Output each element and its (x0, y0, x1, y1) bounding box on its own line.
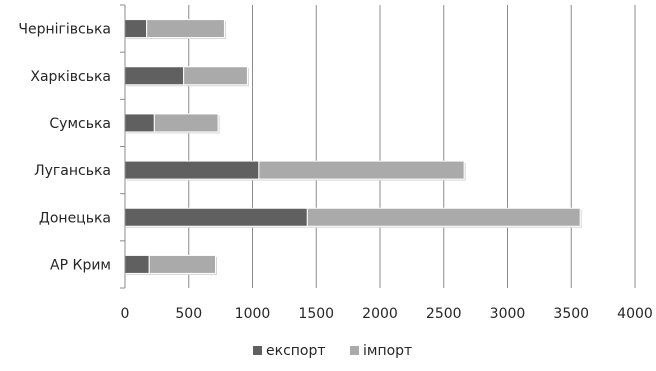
x-tick-label: 4000 (617, 306, 653, 322)
legend-label-імпорт: імпорт (363, 343, 412, 359)
bar-імпорт-1 (183, 66, 248, 86)
bar-імпорт-2 (153, 113, 219, 133)
bar-експорт-3 (124, 160, 260, 180)
category-label: Сумська (49, 116, 111, 132)
category-label: Луганська (34, 163, 111, 179)
x-tick-label: 3500 (553, 306, 589, 322)
x-tick-label: 500 (175, 306, 202, 322)
x-tick-label: 2500 (426, 306, 462, 322)
y-axis (120, 4, 126, 289)
bar-експорт-4 (124, 207, 308, 227)
bar-імпорт-4 (306, 207, 581, 227)
bar-експорт-2 (124, 113, 155, 133)
bar-експорт-5 (124, 254, 150, 274)
x-tick-labels: 0 500 1000 1500 2000 2500 3000 3500 4000 (121, 306, 653, 322)
bar-імпорт-5 (148, 254, 217, 274)
x-tick-label: 0 (121, 306, 130, 322)
bars (124, 19, 582, 275)
grid-lines (188, 5, 636, 288)
category-label: АР Крим (50, 257, 111, 273)
legend-swatch-імпорт (350, 346, 359, 355)
x-tick-label: 3000 (490, 306, 526, 322)
bar-експорт-1 (124, 66, 185, 86)
bar-експорт-0 (124, 19, 148, 39)
category-label: Чернігівська (18, 22, 111, 38)
x-tick-label: 1500 (298, 306, 334, 322)
bar-імпорт-3 (258, 160, 465, 180)
legend-label-експорт: експорт (266, 343, 326, 359)
legend: експорт імпорт (253, 343, 412, 359)
legend-swatch-експорт (253, 346, 262, 355)
x-tick-label: 2000 (362, 306, 398, 322)
x-tick-label: 1000 (235, 306, 271, 322)
category-label: Донецька (39, 210, 111, 226)
bar-імпорт-0 (146, 19, 225, 39)
category-label: Харківська (30, 69, 111, 85)
category-labels: Чернігівська Харківська Сумська Луганська До… (18, 22, 111, 274)
